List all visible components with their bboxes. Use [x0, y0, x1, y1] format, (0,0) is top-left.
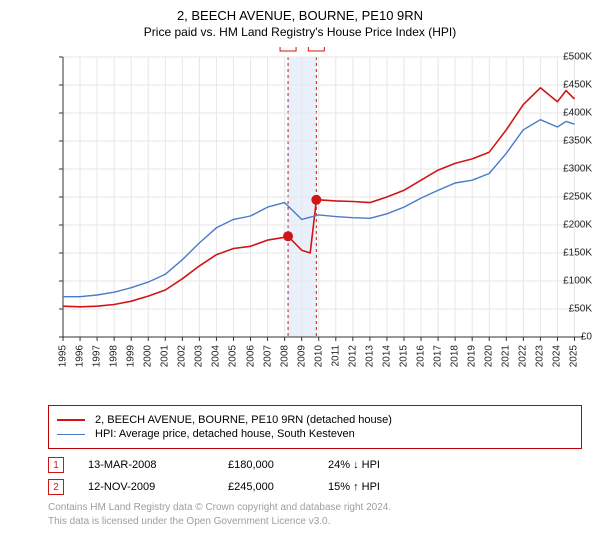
svg-text:2: 2: [314, 47, 320, 50]
y-tick-label: £250K: [545, 192, 592, 203]
x-tick-label: 1998: [109, 345, 120, 367]
y-tick-label: £450K: [545, 80, 592, 91]
legend-swatch: [57, 419, 85, 421]
attribution-line: This data is licensed under the Open Gov…: [48, 515, 582, 529]
event-diff: 15% ↑ HPI: [328, 481, 448, 493]
x-tick-label: 2011: [330, 345, 341, 367]
x-tick-label: 2010: [313, 345, 324, 367]
x-tick-label: 2004: [211, 345, 222, 367]
y-tick-label: £200K: [545, 220, 592, 231]
x-tick-label: 2001: [160, 345, 171, 367]
x-tick-label: 2003: [194, 345, 205, 367]
event-row: 1 13-MAR-2008£180,00024% ↓ HPI: [48, 457, 582, 473]
x-tick-label: 1999: [126, 345, 137, 367]
x-tick-label: 1997: [92, 345, 103, 367]
event-row: 2 12-NOV-2009£245,00015% ↑ HPI: [48, 479, 582, 495]
legend-item: 2, BEECH AVENUE, BOURNE, PE10 9RN (detac…: [57, 414, 573, 426]
x-tick-label: 2006: [245, 345, 256, 367]
x-tick-label: 2015: [398, 345, 409, 367]
y-tick-label: £300K: [545, 164, 592, 175]
event-price: £180,000: [228, 459, 328, 471]
x-tick-label: 2008: [279, 345, 290, 367]
attribution-line: Contains HM Land Registry data © Crown c…: [48, 501, 582, 515]
event-diff: 24% ↓ HPI: [328, 459, 448, 471]
x-tick-label: 2014: [381, 345, 392, 367]
event-date: 12-NOV-2009: [88, 481, 228, 493]
x-tick-label: 2005: [228, 345, 239, 367]
x-tick-label: 2017: [433, 345, 444, 367]
x-tick-label: 2020: [484, 345, 495, 367]
y-tick-label: £100K: [545, 276, 592, 287]
y-tick-label: £150K: [545, 248, 592, 259]
legend-label: 2, BEECH AVENUE, BOURNE, PE10 9RN (detac…: [95, 414, 392, 426]
page-title: 2, BEECH AVENUE, BOURNE, PE10 9RN: [8, 8, 592, 23]
x-tick-label: 2018: [450, 345, 461, 367]
x-tick-label: 2021: [501, 345, 512, 367]
x-tick-label: 2025: [569, 345, 580, 367]
event-date: 13-MAR-2008: [88, 459, 228, 471]
event-marker: 1: [48, 457, 64, 473]
x-tick-label: 2019: [467, 345, 478, 367]
legend-swatch: [57, 434, 85, 435]
events-table: 1 13-MAR-2008£180,00024% ↓ HPI 2 12-NOV-200…: [48, 457, 582, 495]
x-tick-label: 2002: [177, 345, 188, 367]
x-tick-label: 2007: [262, 345, 273, 367]
x-tick-label: 2012: [347, 345, 358, 367]
x-tick-label: 2024: [552, 345, 563, 367]
x-tick-label: 2009: [296, 345, 307, 367]
x-tick-label: 2013: [364, 345, 375, 367]
legend-item: HPI: Average price, detached house, Sout…: [57, 428, 573, 440]
y-tick-label: £0: [545, 332, 592, 343]
x-tick-label: 1996: [75, 345, 86, 367]
y-tick-label: £350K: [545, 136, 592, 147]
y-tick-label: £50K: [545, 304, 592, 315]
x-tick-label: 1995: [58, 345, 69, 367]
y-tick-label: £400K: [545, 108, 592, 119]
chart-area: 1 2 £0 £50K £100K £150K £200K £250K £300K £350K £…: [8, 47, 592, 397]
x-tick-label: 2000: [143, 345, 154, 367]
event-price: £245,000: [228, 481, 328, 493]
event-marker: 2: [48, 479, 64, 495]
x-tick-label: 2016: [416, 345, 427, 367]
figure-root: 2, BEECH AVENUE, BOURNE, PE10 9RN Price …: [0, 0, 600, 538]
x-tick-label: 2022: [518, 345, 529, 367]
x-tick-label: 2023: [535, 345, 546, 367]
legend-label: HPI: Average price, detached house, Sout…: [95, 428, 355, 440]
page-subtitle: Price paid vs. HM Land Registry's House …: [8, 25, 592, 39]
attribution: Contains HM Land Registry data © Crown c…: [48, 501, 582, 528]
y-tick-label: £500K: [545, 52, 592, 63]
legend: 2, BEECH AVENUE, BOURNE, PE10 9RN (detac…: [48, 405, 582, 449]
svg-text:1: 1: [285, 47, 291, 50]
